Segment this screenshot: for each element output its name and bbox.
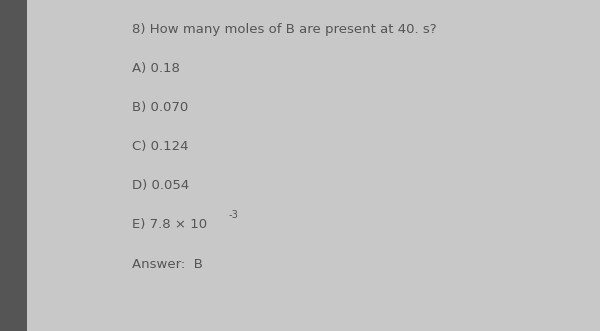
Text: 8) How many moles of B are present at 40. s?: 8) How many moles of B are present at 40… <box>132 23 437 36</box>
Text: C) 0.124: C) 0.124 <box>132 140 188 153</box>
Text: Answer:  B: Answer: B <box>132 258 203 270</box>
Text: E) 7.8 × 10: E) 7.8 × 10 <box>132 218 207 231</box>
Bar <box>0 0 27 331</box>
Text: -3: -3 <box>229 210 239 220</box>
Text: D) 0.054: D) 0.054 <box>132 179 189 192</box>
Text: B) 0.070: B) 0.070 <box>132 101 188 114</box>
Text: A) 0.18: A) 0.18 <box>132 62 180 75</box>
